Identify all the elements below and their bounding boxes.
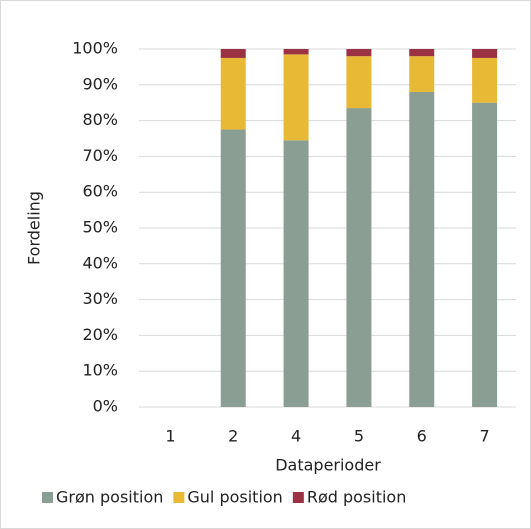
bar-segment: [346, 49, 372, 57]
y-tick-label: 70%: [82, 146, 118, 165]
bar-segment: [409, 56, 435, 92]
legend-label: Gul position: [187, 488, 282, 507]
y-tick-label: 40%: [82, 253, 118, 272]
bar-segment: [220, 57, 246, 130]
bar-segment: [346, 56, 372, 109]
bar-segment: [346, 108, 372, 407]
bar-segment: [283, 140, 309, 408]
x-tick-label: 2: [228, 427, 238, 446]
legend-label: Grøn position: [56, 488, 163, 507]
bar-segment: [472, 102, 498, 407]
x-tick-label: 4: [291, 427, 301, 446]
bar-segment: [220, 49, 246, 58]
x-tick-label: 7: [479, 427, 489, 446]
bar-segment: [283, 49, 309, 55]
y-tick-label: 30%: [82, 289, 118, 308]
x-axis-title: Dataperioder: [275, 456, 381, 475]
y-tick-label: 100%: [72, 39, 118, 58]
x-tick-label: 1: [165, 427, 175, 446]
legend-swatch: [42, 492, 53, 503]
y-tick-label: 0%: [93, 397, 118, 416]
legend-swatch: [292, 492, 304, 503]
legend-swatch: [173, 492, 185, 503]
y-tick-label: 10%: [82, 361, 118, 380]
x-tick-label: 6: [417, 427, 427, 446]
y-tick-label: 50%: [82, 218, 118, 237]
y-tick-label: 90%: [82, 74, 118, 93]
legend-label: Rød position: [307, 488, 407, 507]
bar-segment: [472, 57, 498, 103]
bar-segment: [283, 54, 309, 141]
y-tick-label: 60%: [82, 182, 118, 201]
bar-segment: [472, 49, 498, 58]
bar-segment: [409, 91, 435, 408]
x-tick-label: 5: [354, 427, 364, 446]
y-tick-label: 80%: [82, 110, 118, 129]
y-axis-title: Fordeling: [25, 191, 44, 265]
y-tick-label: 20%: [82, 325, 118, 344]
bar-segment: [409, 49, 435, 57]
bar-segment: [220, 129, 246, 408]
